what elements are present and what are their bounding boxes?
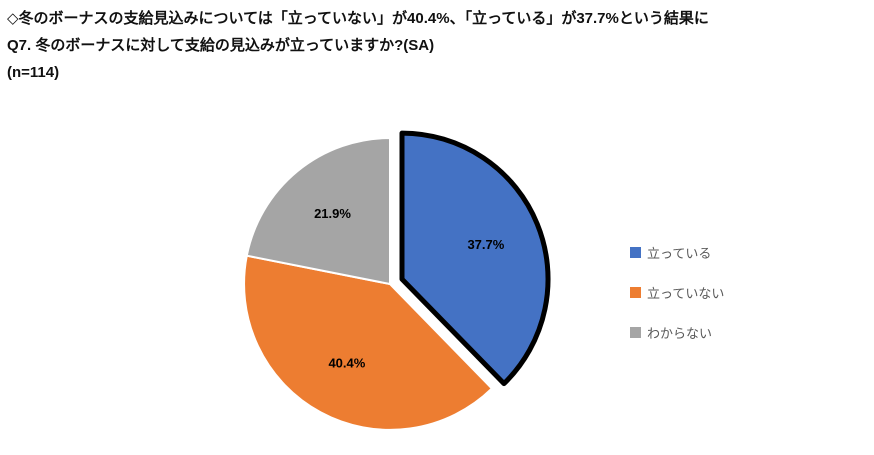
pie-data-label-1: 40.4% bbox=[328, 356, 365, 371]
legend-swatch-icon bbox=[630, 247, 641, 258]
pie-slice-0 bbox=[399, 130, 551, 387]
pie-slice-1 bbox=[243, 254, 493, 431]
legend-label: わからない bbox=[647, 326, 713, 341]
legend-item-0: 立っている bbox=[630, 243, 724, 262]
legend-label: 立っている bbox=[647, 246, 712, 261]
legend-item-1: 立っていない bbox=[630, 283, 724, 302]
pie-data-label-2: 21.9% bbox=[314, 206, 351, 221]
legend-swatch-icon bbox=[630, 287, 641, 298]
legend-swatch-icon bbox=[630, 327, 641, 338]
pie-chart: 37.7% 40.4% 21.9% bbox=[243, 130, 551, 431]
pie-data-label-0: 37.7% bbox=[467, 237, 504, 252]
headline-text: ◇冬のボーナスの支給見込みについては「立っていない」が40.4%、「立っている」… bbox=[7, 10, 709, 27]
legend-item-2: わからない bbox=[630, 323, 724, 342]
sample-size-text: (n=114) bbox=[7, 64, 60, 81]
header-block: ◇冬のボーナスの支給見込みについては「立っていない」が40.4%、「立っている」… bbox=[7, 5, 869, 86]
legend-label: 立っていない bbox=[647, 286, 725, 301]
pie-slice-2 bbox=[245, 137, 391, 285]
chart-legend: 立っている立っていない わからない bbox=[630, 243, 724, 363]
question-text: Q7. 冬のボーナスに対して支給の見込みが立っていますか?(SA) bbox=[7, 37, 435, 54]
